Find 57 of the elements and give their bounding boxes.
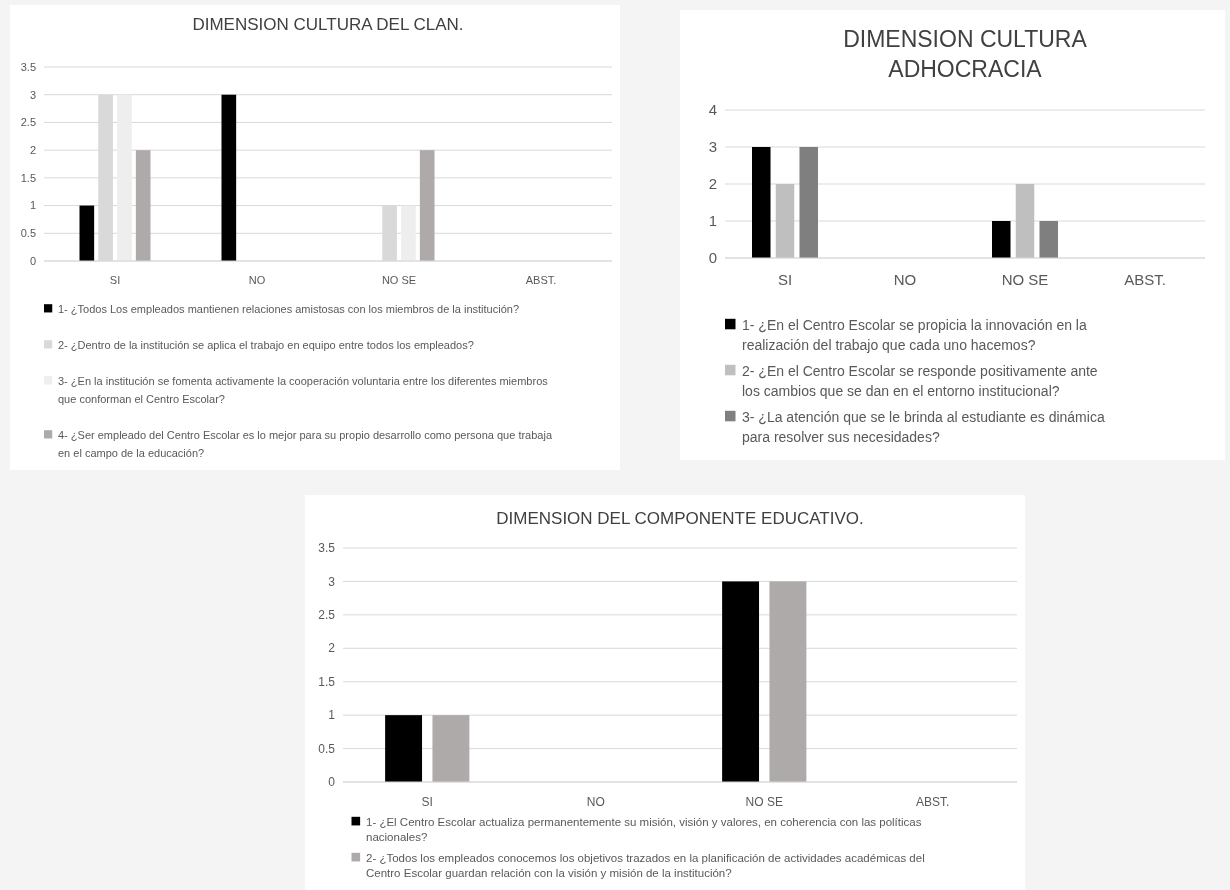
x-tick-label: NO SE: [1001, 271, 1049, 288]
x-tick-label: ABST.: [1124, 271, 1166, 288]
bar: [752, 147, 771, 258]
legend-label: 2- ¿Todos los empleados conocemos los objetivos trazados en la planificación de actividades académicas del Centro Escolar guardan relación con la visión y misión de la institución?: [366, 852, 925, 879]
bar: [221, 94, 237, 261]
x-tick-label: NO SE: [745, 795, 783, 809]
y-tick-label: 1.5: [20, 171, 36, 184]
bar: [1039, 221, 1058, 258]
x-tick-label: NO: [248, 274, 266, 286]
bar: [401, 205, 416, 261]
y-tick-label: 1: [29, 199, 36, 212]
bar: [117, 94, 132, 261]
bar: [419, 150, 435, 261]
y-tick-label: 0: [29, 254, 36, 267]
x-tick-label: SI: [421, 795, 433, 809]
y-tick-label: 3: [328, 574, 336, 589]
x-tick-label: SI: [109, 274, 121, 286]
x-tick-label: NO: [893, 271, 917, 288]
legend-label: 4- ¿Ser empleado del Centro Escolar es lo mejor para su propio desarrollo como persona que trabaja en el campo de la educación?: [58, 429, 553, 459]
y-tick-label: 0.5: [20, 227, 36, 240]
x-tick-label: NO: [586, 795, 605, 809]
bar: [992, 221, 1011, 258]
y-tick-label: 3: [29, 88, 36, 101]
y-tick-label: 3.5: [318, 541, 336, 556]
legend-label: 1- ¿El Centro Escolar actualiza permanentemente su misión, visión y valores, en coherencia con las políticas nacionales?: [366, 816, 922, 843]
y-tick-label: 3.5: [20, 60, 36, 73]
x-tick-label: NO SE: [381, 274, 417, 286]
y-tick-label: 2: [328, 641, 336, 656]
y-tick-label: 2: [708, 175, 717, 193]
legend-label: 1- ¿En el Centro Escolar se propicia la innovación en la realización del trabajo que cada uno hacemos?: [742, 317, 1087, 353]
bar: [1015, 184, 1035, 258]
y-tick-label: 2.5: [318, 608, 336, 623]
y-tick-label: 1.5: [318, 674, 336, 689]
y-tick-label: 0: [328, 775, 336, 790]
legend-label: 2- ¿En el Centro Escolar se responde positivamente ante los cambios que se dan en el entorno institucional?: [742, 363, 1098, 399]
bar: [775, 184, 795, 258]
y-tick-label: 1: [708, 212, 717, 230]
legend-label: 2- ¿Dentro de la institución se aplica el trabajo en equipo entre todos los empleados?: [58, 339, 474, 351]
x-tick-label: SI: [777, 271, 793, 288]
bar: [135, 150, 151, 261]
y-tick-label: 0: [708, 249, 717, 267]
x-tick-label: ABST.: [916, 795, 950, 809]
bar: [79, 205, 95, 261]
chart-title: DIMENSION CULTURA ADHOCRACIA: [843, 26, 1088, 82]
y-tick-label: 4: [708, 101, 717, 119]
y-tick-label: 3: [708, 138, 717, 156]
legend-label: 3- ¿En la institución se fomenta activamente la cooperación voluntaria entre los diferentes miembros que conforman el Centro Escolar?: [58, 375, 549, 405]
legend-label: 3- ¿La atención que se le brinda al estudiante es dinámica para resolver sus necesidades?: [742, 409, 1105, 445]
y-tick-label: 1: [328, 708, 336, 723]
chart-title: DIMENSION CULTURA DEL CLAN.: [192, 15, 464, 34]
bar: [799, 147, 818, 258]
y-tick-label: 0.5: [318, 741, 336, 756]
y-tick-label: 2.5: [20, 116, 36, 129]
chart-title: DIMENSION DEL COMPONENTE EDUCATIVO.: [496, 509, 864, 528]
y-tick-label: 2: [29, 143, 36, 156]
x-tick-label: ABST.: [525, 274, 557, 286]
legend-label: 1- ¿Todos Los empleados mantienen relaciones amistosas con los miembros de la institución?: [58, 303, 520, 315]
